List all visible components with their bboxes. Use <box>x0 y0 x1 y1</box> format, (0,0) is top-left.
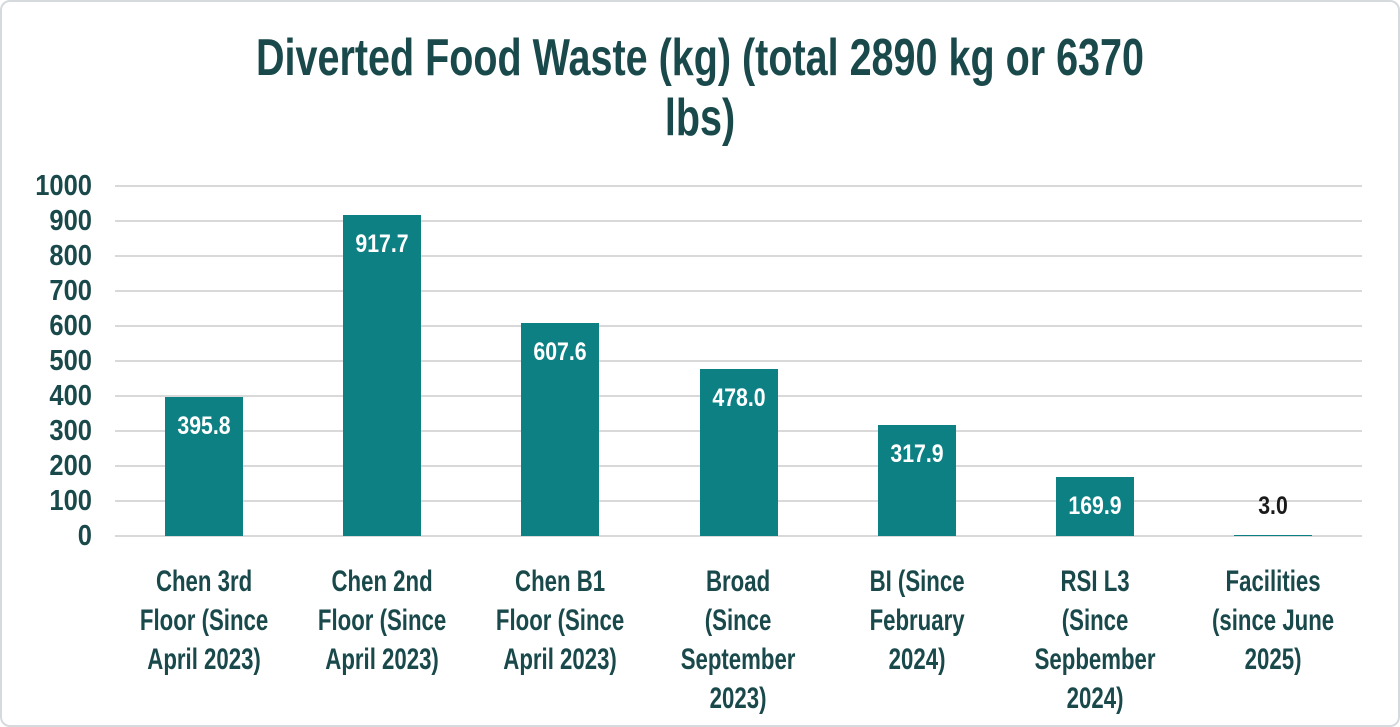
bar-value-label: 478.0 <box>711 383 766 412</box>
x-category-label-line: 2024) <box>888 643 946 676</box>
x-category-label: Chen 2nd Floor (Since April 2023) <box>316 562 448 679</box>
x-category-label-line: Floor (Since <box>318 604 447 637</box>
bar <box>165 397 244 536</box>
x-category-label-line: (Since <box>1061 604 1129 637</box>
gridline <box>115 535 1362 537</box>
y-tick-label: 0 <box>77 520 92 552</box>
x-category-label-line: September <box>681 643 796 676</box>
x-category-label: Chen 3rd Floor (Since April 2023) <box>138 562 270 679</box>
bar-value-label: 317.9 <box>890 439 944 468</box>
x-category-label-line: February <box>869 604 965 637</box>
x-category-label-line: 2025) <box>1244 643 1302 676</box>
gridline <box>115 360 1362 362</box>
plot-area: 395.8 917.7 607.6 478.0 317.9 169.9 3.0 <box>115 185 1362 537</box>
y-tick-label: 500 <box>49 345 92 377</box>
y-tick-label: 1000 <box>35 170 92 202</box>
bar <box>1233 534 1312 536</box>
y-tick-label: 700 <box>49 275 92 307</box>
x-category-label-line: Floor (Since <box>139 604 269 637</box>
x-category-label-line: April 2023) <box>147 643 261 676</box>
x-category-label-line: Chen 2nd <box>331 565 433 598</box>
bar <box>877 424 956 536</box>
x-axis-labels: Chen 3rd Floor (Since April 2023) Chen 2nd F… <box>115 562 1362 722</box>
y-tick-label: 400 <box>49 380 92 412</box>
chart-title-line-1: Diverted Food Waste (kg) (total 2890 kg … <box>256 29 1144 87</box>
bar-value-label: 607.6 <box>533 338 587 367</box>
bar <box>343 214 422 536</box>
x-category-label-line: Broad (Since <box>705 565 772 637</box>
bar <box>699 368 778 536</box>
gridline <box>115 185 1362 187</box>
bar <box>521 323 600 536</box>
x-category-label-line: Chen B1 <box>515 565 606 598</box>
x-category-label: Facilities (since June 2025) <box>1207 562 1339 679</box>
x-category-label-line: April 2023) <box>503 643 618 676</box>
y-tick-label: 900 <box>49 205 92 237</box>
gridline <box>115 220 1362 222</box>
y-tick-label: 800 <box>49 240 92 272</box>
x-category-label: BI (Since February 2024) <box>851 562 983 679</box>
y-tick-label: 600 <box>49 310 92 342</box>
x-category-label-line: Chen 3rd <box>155 565 253 598</box>
x-category-label-line: Sepbember <box>1034 643 1156 676</box>
chart-title-line-2: lbs) <box>664 89 736 147</box>
bar-value-label: 395.8 <box>177 412 231 441</box>
bar <box>1055 476 1134 536</box>
x-category-label: Broad (Since September 2023) <box>673 562 805 718</box>
bar-value-label: 3.0 <box>1258 491 1288 520</box>
gridline <box>115 325 1362 327</box>
x-category-label-line: RSI L3 <box>1060 565 1130 598</box>
x-category-label: RSI L3 (Since Sepbember 2024) <box>1029 562 1161 718</box>
x-category-label-line: BI (Since <box>869 565 965 598</box>
x-category-label: Chen B1 Floor (Since April 2023) <box>494 562 626 679</box>
y-tick-label: 100 <box>49 485 92 517</box>
x-category-label-line: (since June <box>1211 604 1334 637</box>
gridline <box>115 255 1362 257</box>
x-category-label-line: April 2023) <box>325 643 439 676</box>
gridline <box>115 290 1362 292</box>
x-category-label-line: 2024) <box>1066 682 1124 715</box>
x-category-label-line: 2023) <box>710 682 767 715</box>
y-tick-label: 200 <box>49 450 92 482</box>
y-tick-label: 300 <box>49 415 92 447</box>
bar-value-label: 917.7 <box>355 229 409 258</box>
y-axis-labels: 0 100 200 300 400 500 600 700 800 900 1000 <box>2 171 92 551</box>
chart-title: Diverted Food Waste (kg) (total 2890 kg … <box>2 28 1398 148</box>
bar-value-label: 169.9 <box>1068 491 1122 520</box>
x-category-label-line: Facilities <box>1225 565 1321 598</box>
x-category-label-line: Floor (Since <box>496 604 625 637</box>
